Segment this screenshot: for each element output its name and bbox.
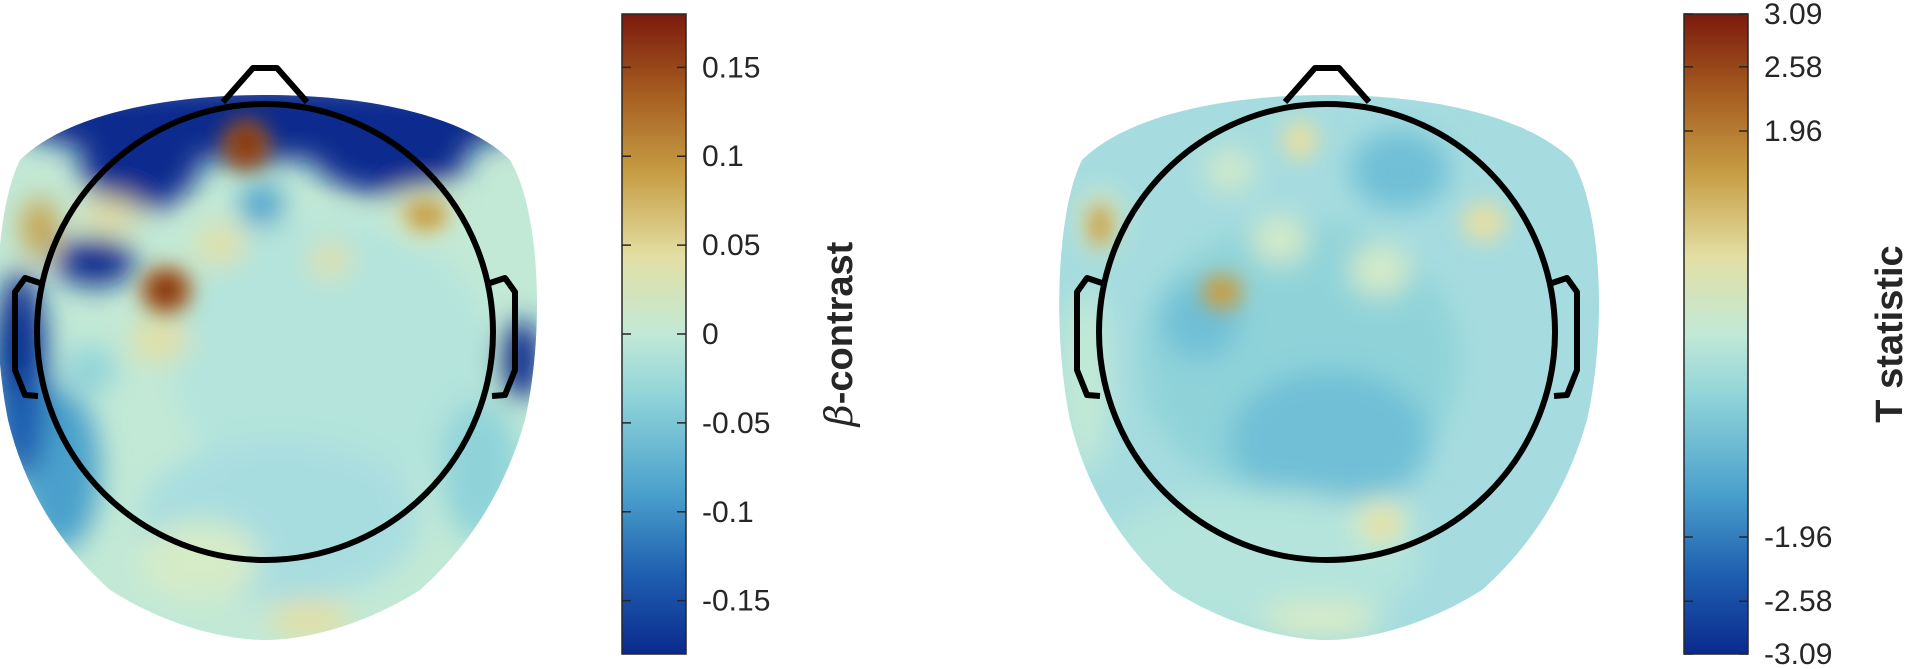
colorbar-label: β-contrast [817, 241, 861, 428]
colorbar-tick-label: -0.15 [702, 585, 770, 618]
colorbar-tick-label: 0.1 [702, 140, 744, 173]
topomap-beta-contrast [0, 68, 560, 660]
colorbar-tick-label: 0 [702, 318, 719, 351]
colorbar-beta-contrast: 0.15 0.1 0.05 0 -0.05 -0.1 -0.15 β-contrast [622, 14, 861, 654]
colorbar-tick-label: 3.09 [1764, 0, 1822, 31]
topomap-t-statistic [1050, 68, 1620, 660]
colorbar-gradient [1684, 14, 1748, 654]
colorbar-tick-label: -3.09 [1764, 638, 1832, 669]
colorbar-tick-label: 0.15 [702, 51, 760, 84]
colorbar-tick-label: 1.96 [1764, 115, 1822, 148]
colorbar-gradient [622, 14, 686, 654]
colorbar-t-statistic: 3.09 2.58 1.96 -1.96 -2.58 -3.09 T statistic [1684, 0, 1908, 669]
colorbar-tick-label: 0.05 [702, 229, 760, 262]
colorbar-tick-label: 2.58 [1764, 51, 1822, 84]
colorbar-tick-label: -0.1 [702, 496, 754, 529]
colorbar-label: T statistic [1869, 245, 1908, 422]
colorbar-tick-label: -2.58 [1764, 585, 1832, 618]
colorbar-tick-label: -0.05 [702, 407, 770, 440]
colorbar-tick-label: -1.96 [1764, 521, 1832, 554]
